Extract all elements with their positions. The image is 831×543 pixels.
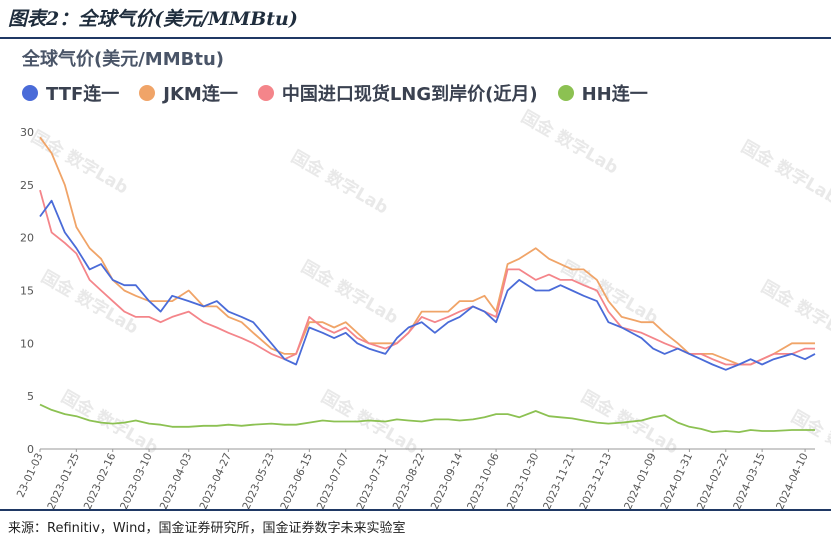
- x-tick-label: 2024-01-31: [658, 451, 695, 510]
- legend-item-ttf: TTF连一: [22, 80, 119, 106]
- legend: TTF连一 JKM连一 中国进口现货LNG到岸价(近月) HH连一: [22, 80, 668, 106]
- chart-plot: 国金 数字Lab 国金 数字Lab 国金 数字Lab 国金 数字Lab 国金 数字Lab…: [15, 106, 831, 510]
- watermark: 国金 数字Lab: [288, 146, 392, 218]
- x-tick-label: 2023-04-27: [197, 451, 234, 510]
- legend-label-jkm: JKM连一: [163, 84, 238, 105]
- legend-swatch-jkm: [139, 85, 156, 101]
- watermark: 国金 数字Lab: [518, 106, 622, 178]
- y-tick-label: 30: [20, 126, 34, 139]
- top-rule: [0, 37, 831, 39]
- watermark: 国金 数字Lab: [298, 256, 402, 328]
- watermark: 国金 数字Lab: [758, 276, 831, 348]
- legend-swatch-hh: [557, 85, 574, 101]
- x-tick-label: 2023-07-07: [315, 451, 352, 510]
- x-tick-label: 2023-06-15: [278, 451, 315, 510]
- y-tick-label: 25: [20, 179, 34, 192]
- x-tick-label: 2023-08-22: [391, 451, 428, 510]
- x-tick-label: 2024-01-09: [622, 451, 659, 510]
- chart-title: 全球气价(美元/MMBtu): [22, 49, 224, 70]
- watermark: 国金 数字Lab: [558, 256, 662, 328]
- x-tick-label: 2023-01-25: [45, 451, 82, 510]
- legend-item-china-lng: 中国进口现货LNG到岸价(近月): [257, 80, 538, 106]
- x-tick-label: 2023-11-21: [541, 451, 578, 510]
- x-tick-label: 2023-12-13: [577, 451, 614, 510]
- y-tick-label: 15: [20, 285, 34, 298]
- x-tick-label: 2024-02-22: [695, 451, 732, 510]
- x-tick-label: 2023-03-10: [118, 451, 155, 510]
- x-tick-label: 2023-07-31: [354, 451, 391, 510]
- x-tick-label: 2023-02-16: [82, 451, 119, 510]
- y-tick-label: 0: [27, 443, 34, 456]
- legend-label-hh: HH连一: [581, 84, 648, 105]
- series-line-jkm: [39, 136, 815, 366]
- watermark: 国金 数字Lab: [28, 126, 132, 198]
- legend-item-hh: HH连一: [557, 80, 648, 106]
- figure-title: 图表2：全球气价(美元/MMBtu): [8, 8, 298, 30]
- x-tick-label: 2024-04-10: [774, 451, 811, 510]
- x-tick-label: 2023-04-03: [158, 451, 195, 510]
- x-tick-label: 23-01-03: [15, 451, 46, 499]
- y-tick-label: 5: [27, 390, 34, 403]
- watermark: 国金 数字Lab: [318, 386, 422, 458]
- legend-swatch-china-lng: [257, 85, 274, 101]
- legend-item-jkm: JKM连一: [139, 80, 238, 106]
- legend-label-china-lng: 中国进口现货LNG到岸价(近月): [281, 84, 538, 105]
- x-tick-label: 2023-05-23: [240, 451, 277, 510]
- legend-swatch-ttf: [22, 85, 38, 101]
- bottom-rule: [0, 509, 831, 511]
- x-tick-label: 2023-10-30: [505, 451, 542, 510]
- series-line-hh: [39, 403, 815, 434]
- source-note: 来源：Refinitiv，Wind，国金证券研究所，国金证券数字未来实验室: [8, 521, 406, 536]
- y-tick-label: 10: [20, 337, 34, 350]
- x-tick-label: 2023-09-14: [429, 451, 466, 510]
- series-line-ttf: [39, 199, 816, 371]
- watermark: 国金 数字Lab: [738, 136, 831, 208]
- watermark: 国金 数字Lab: [38, 266, 142, 338]
- x-tick-label: 2024-03-15: [731, 451, 768, 510]
- y-tick-label: 20: [20, 232, 34, 245]
- x-tick-label: 2023-10-06: [465, 451, 502, 510]
- series-line-china-lng: [39, 189, 815, 366]
- legend-label-ttf: TTF连一: [46, 84, 120, 105]
- series-lines: [39, 136, 816, 434]
